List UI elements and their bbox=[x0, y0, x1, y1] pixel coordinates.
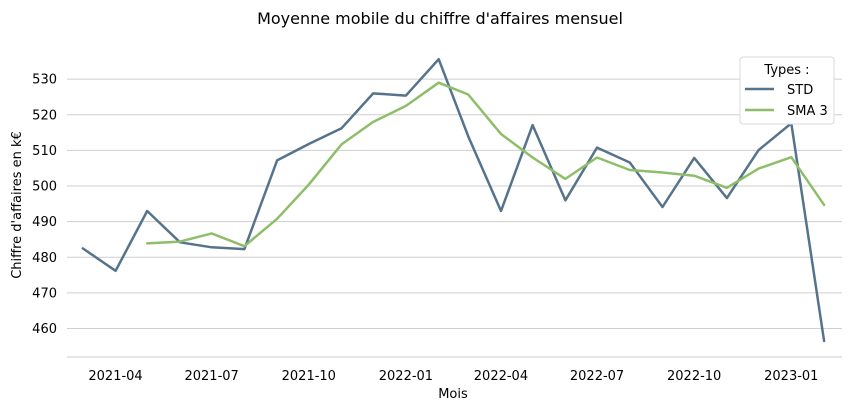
y-tick-label: 460 bbox=[32, 322, 57, 337]
y-tick-label: 490 bbox=[32, 215, 57, 230]
legend: Types : STD SMA 3 bbox=[739, 56, 835, 125]
series-line-sma3 bbox=[145, 81, 826, 248]
x-tick-label: 2022-10 bbox=[667, 369, 721, 384]
legend-label-sma3: SMA 3 bbox=[787, 104, 828, 119]
x-tick-label: 2023-01 bbox=[764, 369, 818, 384]
y-tick-label: 520 bbox=[32, 108, 57, 123]
x-tick-label: 2022-04 bbox=[474, 369, 528, 384]
y-tick-label: 510 bbox=[32, 144, 57, 159]
x-tick-label: 2021-07 bbox=[184, 369, 238, 384]
x-tick-labels: 2021-04 2021-07 2021-10 2022-01 2022-04 2022-… bbox=[88, 369, 818, 384]
x-axis-label: Mois bbox=[438, 387, 468, 402]
y-tick-label: 530 bbox=[32, 73, 57, 88]
x-tick-label: 2021-10 bbox=[282, 369, 336, 384]
legend-box bbox=[739, 56, 835, 125]
y-axis-label: Chiffre d'affaires en k€ bbox=[10, 131, 25, 279]
y-tick-label: 500 bbox=[32, 180, 57, 195]
legend-title: Types : bbox=[763, 63, 809, 78]
y-tick-label: 470 bbox=[32, 286, 57, 301]
series-lines bbox=[81, 57, 826, 343]
x-tick-label: 2022-07 bbox=[570, 369, 624, 384]
y-tick-labels: 460 470 480 490 500 510 520 530 bbox=[32, 73, 57, 337]
gridlines bbox=[67, 78, 842, 330]
x-tick-label: 2022-01 bbox=[379, 369, 433, 384]
x-tick-label: 2021-04 bbox=[88, 369, 142, 384]
legend-label-std: STD bbox=[787, 83, 813, 98]
series-line-std bbox=[81, 57, 826, 343]
chart-title: Moyenne mobile du chiffre d'affaires men… bbox=[257, 9, 623, 28]
y-tick-label: 480 bbox=[32, 251, 57, 266]
